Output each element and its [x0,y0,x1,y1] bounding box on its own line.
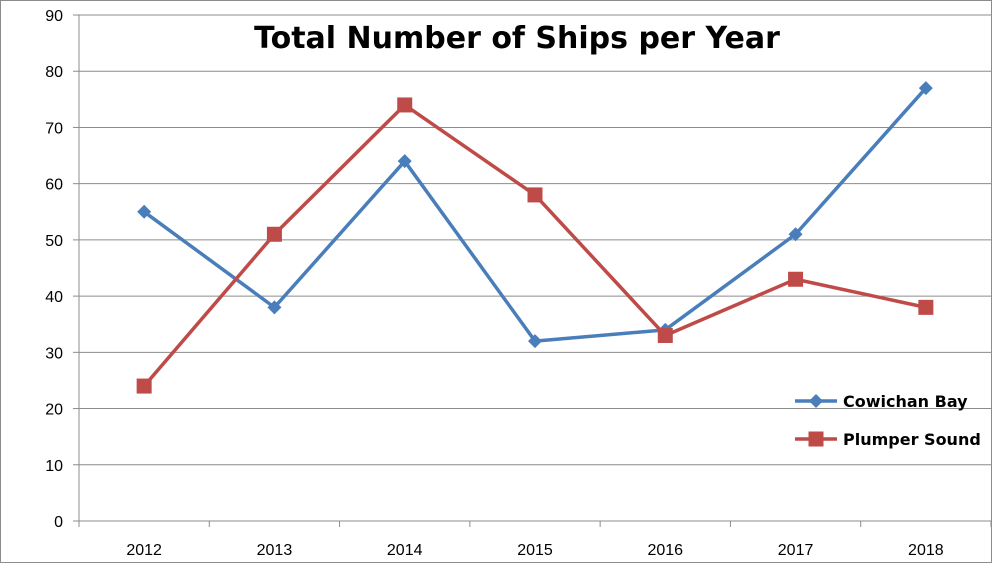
legend-label: Plumper Sound [843,430,981,449]
data-point-marker [397,97,413,113]
y-tick-label: 60 [45,177,63,194]
data-point-marker [788,227,803,242]
y-tick-label: 10 [45,458,63,475]
gridlines [79,14,991,466]
legend-item-cowichan-bay[interactable]: Cowichan Bay [795,392,968,411]
data-point-marker [918,299,934,315]
data-point-marker [266,226,282,242]
data-point-marker [137,204,152,219]
chart-title: Total Number of Ships per Year [254,21,780,56]
data-point-marker [918,81,933,96]
series-plumper-sound [136,97,934,394]
y-tick-label: 20 [45,402,63,419]
y-tick-label: 30 [45,345,63,362]
y-tick-label: 90 [45,8,63,25]
data-point-marker [397,154,412,169]
x-tick-label: 2014 [387,542,423,559]
y-tick-label: 40 [45,289,63,306]
y-tick-label: 80 [45,64,63,81]
data-point-marker [267,300,282,315]
legend-item-plumper-sound[interactable]: Plumper Sound [795,430,981,449]
legend[interactable]: Cowichan Bay Plumper Sound [795,392,981,449]
x-tick-label: 2017 [778,542,814,559]
y-tick-labels: 0 10 20 30 40 50 60 70 80 90 [45,8,63,531]
legend-swatch-marker [809,394,823,408]
y-tick-label: 0 [54,514,63,531]
axes [73,14,991,527]
data-point-marker [788,271,804,287]
y-tick-label: 70 [45,120,63,137]
legend-label: Cowichan Bay [843,392,968,411]
data-point-marker [527,187,543,203]
x-tick-label: 2016 [647,542,683,559]
series-cowichan-bay [137,81,933,349]
y-tick-label: 50 [45,233,63,250]
series-line [143,86,928,343]
legend-swatch-marker [808,431,824,447]
series [136,81,934,394]
data-point-marker [136,378,152,394]
x-tick-labels: 2012 2013 2014 2015 2016 2017 2018 [126,542,943,559]
x-tick-label: 2013 [257,542,293,559]
data-point-marker [657,327,673,343]
x-tick-label: 2018 [908,542,944,559]
x-tick-label: 2012 [126,542,162,559]
x-tick-label: 2015 [517,542,553,559]
data-point-marker [528,334,542,349]
